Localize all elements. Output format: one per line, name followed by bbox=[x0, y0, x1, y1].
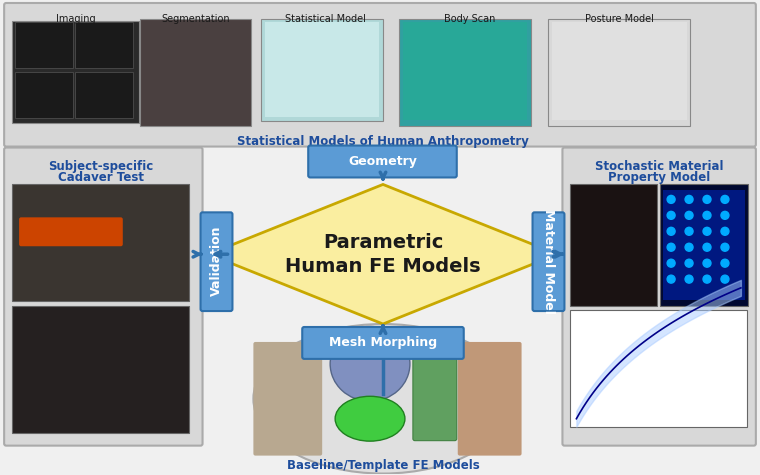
Bar bbox=[75, 22, 133, 68]
Circle shape bbox=[703, 243, 711, 251]
Circle shape bbox=[721, 228, 729, 235]
FancyBboxPatch shape bbox=[261, 19, 383, 121]
Ellipse shape bbox=[253, 324, 512, 474]
Circle shape bbox=[667, 211, 675, 219]
Text: Baseline/Template FE Models: Baseline/Template FE Models bbox=[287, 458, 480, 472]
Bar bbox=[15, 72, 73, 118]
Polygon shape bbox=[208, 184, 557, 324]
Circle shape bbox=[721, 259, 729, 267]
FancyBboxPatch shape bbox=[12, 184, 188, 301]
FancyBboxPatch shape bbox=[533, 212, 565, 311]
Circle shape bbox=[667, 243, 675, 251]
Text: Stochastic Material: Stochastic Material bbox=[595, 160, 724, 172]
Circle shape bbox=[667, 228, 675, 235]
Text: Material Model: Material Model bbox=[542, 209, 555, 314]
FancyBboxPatch shape bbox=[562, 148, 756, 446]
Circle shape bbox=[703, 275, 711, 283]
Text: Statistical Models of Human Anthropometry: Statistical Models of Human Anthropometr… bbox=[237, 134, 529, 148]
Bar bbox=[553, 22, 687, 120]
FancyBboxPatch shape bbox=[413, 337, 457, 441]
Circle shape bbox=[703, 259, 711, 267]
FancyBboxPatch shape bbox=[660, 184, 748, 306]
Circle shape bbox=[703, 228, 711, 235]
Circle shape bbox=[667, 259, 675, 267]
FancyBboxPatch shape bbox=[663, 190, 745, 300]
Text: Subject-specific: Subject-specific bbox=[48, 160, 154, 172]
FancyBboxPatch shape bbox=[571, 184, 657, 306]
FancyBboxPatch shape bbox=[140, 19, 252, 125]
Text: Imaging: Imaging bbox=[56, 14, 96, 24]
Circle shape bbox=[685, 228, 693, 235]
Text: Property Model: Property Model bbox=[608, 171, 711, 184]
Circle shape bbox=[685, 275, 693, 283]
Text: Geometry: Geometry bbox=[349, 155, 417, 168]
FancyBboxPatch shape bbox=[12, 21, 139, 123]
FancyBboxPatch shape bbox=[253, 342, 322, 456]
Bar bbox=[265, 22, 379, 117]
Circle shape bbox=[721, 211, 729, 219]
Circle shape bbox=[703, 211, 711, 219]
Text: Mesh Morphing: Mesh Morphing bbox=[329, 336, 437, 350]
FancyBboxPatch shape bbox=[399, 19, 530, 125]
Bar bbox=[75, 72, 133, 118]
Circle shape bbox=[685, 195, 693, 203]
Circle shape bbox=[703, 195, 711, 203]
Circle shape bbox=[685, 211, 693, 219]
FancyBboxPatch shape bbox=[302, 327, 464, 359]
Text: Segmentation: Segmentation bbox=[161, 14, 230, 24]
Bar bbox=[403, 22, 527, 120]
FancyBboxPatch shape bbox=[458, 342, 521, 456]
Circle shape bbox=[685, 259, 693, 267]
Text: Posture Model: Posture Model bbox=[585, 14, 654, 24]
FancyBboxPatch shape bbox=[4, 148, 203, 446]
Text: Body Scan: Body Scan bbox=[444, 14, 496, 24]
FancyBboxPatch shape bbox=[201, 212, 233, 311]
Text: Validation: Validation bbox=[210, 226, 223, 296]
Text: Human FE Models: Human FE Models bbox=[285, 256, 481, 275]
Text: Statistical Model: Statistical Model bbox=[285, 14, 366, 24]
FancyBboxPatch shape bbox=[19, 218, 123, 246]
Bar bbox=[15, 22, 73, 68]
Ellipse shape bbox=[335, 396, 405, 441]
FancyBboxPatch shape bbox=[549, 19, 690, 125]
FancyBboxPatch shape bbox=[571, 310, 747, 427]
Circle shape bbox=[721, 195, 729, 203]
FancyBboxPatch shape bbox=[12, 306, 188, 433]
FancyBboxPatch shape bbox=[4, 3, 756, 147]
Circle shape bbox=[721, 275, 729, 283]
Circle shape bbox=[667, 195, 675, 203]
Circle shape bbox=[721, 243, 729, 251]
Ellipse shape bbox=[330, 326, 410, 401]
Circle shape bbox=[667, 275, 675, 283]
Circle shape bbox=[685, 243, 693, 251]
Text: Cadaver Test: Cadaver Test bbox=[58, 171, 144, 184]
FancyBboxPatch shape bbox=[309, 145, 457, 178]
Text: Parametric: Parametric bbox=[323, 233, 443, 252]
